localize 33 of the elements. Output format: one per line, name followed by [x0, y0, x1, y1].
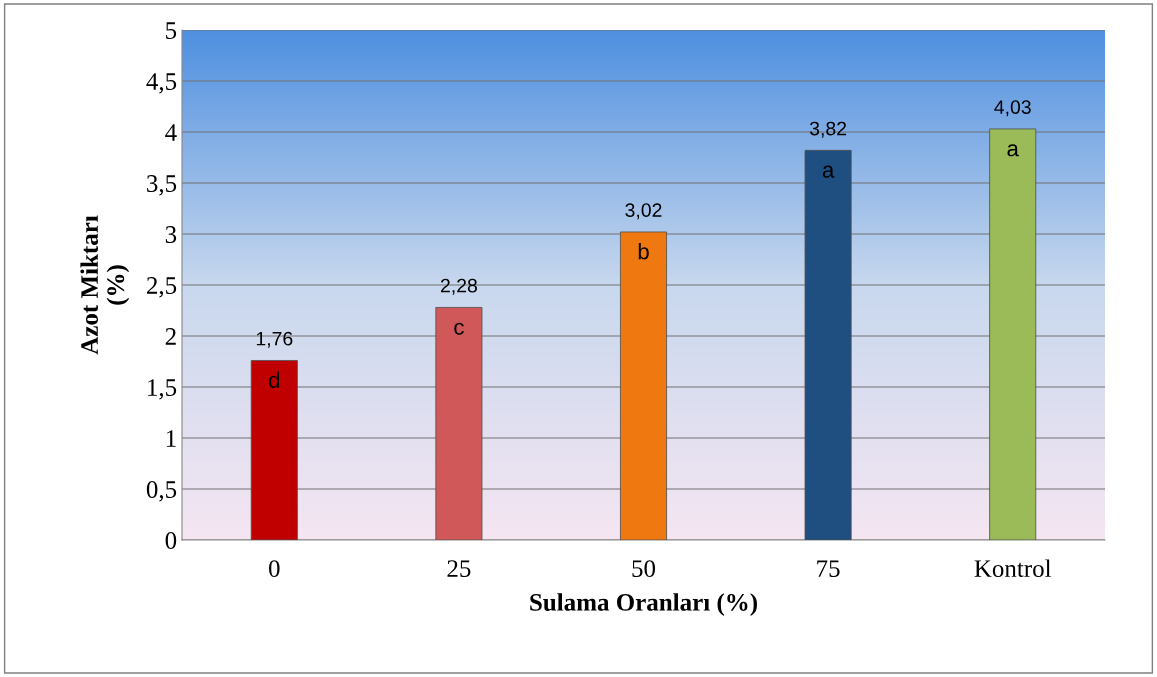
x-tick-label: 0 — [269, 560, 280, 578]
annotation: b — [638, 243, 649, 260]
data-label: 1,76 — [256, 331, 293, 348]
y-tick-label: 3 — [165, 226, 177, 243]
y-tick-label: 0,5 — [146, 481, 177, 502]
y-tick-label: 1 — [166, 430, 176, 447]
bar — [804, 149, 852, 540]
annotation: d — [269, 371, 280, 388]
x-tick-label: 50 — [632, 560, 656, 578]
y-tick-label: 4 — [165, 124, 177, 141]
y-tick-label: 5 — [166, 22, 177, 39]
y-tick-label: 0 — [165, 532, 177, 549]
x-tick-label: 25 — [447, 560, 471, 578]
x-tick-label: Kontrol — [974, 559, 1052, 578]
bar — [435, 307, 483, 540]
y-tick-label: 2,5 — [146, 277, 177, 298]
y-axis-title: Azot Miktarı (%) — [80, 215, 130, 355]
y-tick-label: 1,5 — [148, 379, 177, 400]
data-label: 3,82 — [809, 121, 847, 138]
x-tick-label: 75 — [817, 560, 840, 578]
annotation: a — [822, 165, 835, 178]
y-tick-label: 4,5 — [146, 73, 177, 94]
y-tick-label: 2 — [165, 328, 176, 345]
data-label: 2,28 — [440, 278, 477, 295]
bar — [620, 231, 667, 540]
x-axis-title: Sulama Oranları (%) — [530, 593, 757, 616]
data-label: 4,03 — [994, 100, 1031, 117]
data-label: 3,02 — [625, 203, 662, 220]
annotation: a — [1007, 144, 1019, 157]
y-tick-label: 3,5 — [147, 175, 177, 196]
bar — [250, 360, 298, 540]
bar — [989, 128, 1037, 540]
annotation: c — [454, 322, 464, 335]
